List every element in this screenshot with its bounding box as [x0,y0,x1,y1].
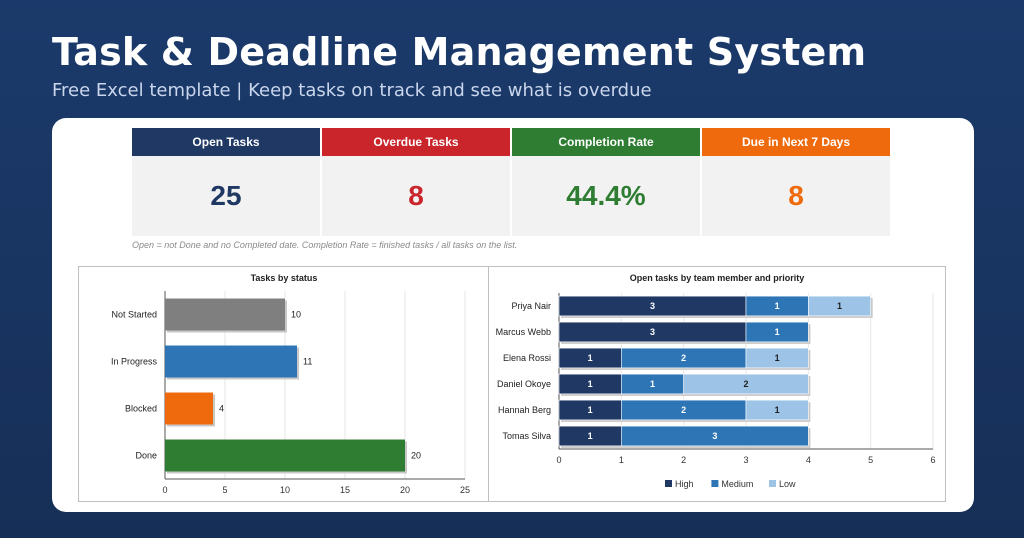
category-label: Priya Nair [511,301,551,311]
legend-swatch [769,480,776,487]
page-title: Task & Deadline Management System [52,30,867,74]
bar-segment [745,347,809,369]
data-label: 1 [775,327,780,337]
bar [165,345,297,378]
x-tick-label: 20 [400,485,410,495]
kpi-label: Completion Rate [512,128,700,156]
kpi-label: Due in Next 7 Days [702,128,890,156]
x-tick-label: 4 [806,455,811,465]
kpi-footnote: Open = not Done and no Completed date. C… [132,240,518,250]
data-label: 1 [588,353,593,363]
kpi-value: 25 [210,180,242,211]
kpi-label: Overdue Tasks [322,128,510,156]
x-tick-label: 0 [162,485,167,495]
data-label: 1 [775,405,780,415]
bar-segment [745,321,809,343]
bar [165,439,405,472]
kpi-row: Open Tasks 25 Overdue Tasks 8 Completion… [132,128,892,236]
data-label: 1 [588,405,593,415]
chart-title: Tasks by status [250,273,318,283]
bar-segment [621,425,809,447]
x-tick-label: 5 [868,455,873,465]
kpi-value: 44.4% [566,180,646,211]
x-tick-label: 1 [619,455,624,465]
kpi-due-next-7-days: Due in Next 7 Days 8 [702,128,890,236]
kpi-value: 8 [788,180,804,211]
x-tick-label: 15 [340,485,350,495]
category-label: Elena Rossi [503,353,551,363]
bar [165,392,213,425]
category-label: Hannah Berg [498,405,551,415]
data-label: 11 [303,357,312,367]
kpi-overdue-tasks: Overdue Tasks 8 [322,128,510,236]
x-tick-label: 2 [681,455,686,465]
legend-swatch [711,480,719,487]
bar [165,298,285,331]
kpi-open-tasks: Open Tasks 25 [132,128,320,236]
data-label: 10 [291,310,301,320]
legend-label: Medium [721,479,753,489]
x-tick-label: 6 [930,455,935,465]
data-label: 3 [712,431,717,441]
status-chart: Tasks by status 0 5 10 15 20 25 Not Started 10 I… [78,266,490,502]
data-label: 4 [219,404,224,414]
kpi-value: 8 [408,180,424,211]
page-subtitle: Free Excel template | Keep tasks on trac… [52,80,652,101]
legend-label: High [675,479,694,489]
bar-segment [808,295,871,317]
data-label: 2 [743,379,748,389]
x-tick-label: 3 [743,455,748,465]
data-label: 1 [775,301,780,311]
data-label: 20 [411,451,421,461]
x-tick-label: 10 [280,485,290,495]
x-tick-label: 25 [460,485,470,495]
kpi-completion-rate: Completion Rate 44.4% [512,128,700,236]
kpi-label: Open Tasks [132,128,320,156]
category-label: Done [135,451,157,461]
x-tick-label: 0 [556,455,561,465]
bar-segment [745,399,809,421]
team-priority-chart: Open tasks by team member and priority 0… [488,266,946,502]
data-label: 3 [650,327,655,337]
data-label: 1 [650,379,655,389]
category-label: In Progress [111,357,158,367]
status-chart-svg: 0 5 10 15 20 25 Not Started 10 In Progress 11 Bloc… [111,291,470,495]
category-label: Daniel Okoye [497,379,551,389]
category-label: Tomas Silva [502,431,551,441]
category-label: Not Started [111,310,157,320]
data-label: 2 [681,405,686,415]
data-label: 1 [837,301,842,311]
data-label: 1 [588,379,593,389]
data-label: 1 [588,431,593,441]
dashboard-card: Open Tasks 25 Overdue Tasks 8 Completion… [52,118,974,512]
team-priority-chart-svg: 0 1 2 3 4 5 6 3 1 1 Priya Nair 3 1 Marcus Webb 1 2 1 Elen… [496,293,936,489]
data-label: 3 [650,301,655,311]
legend-swatch [665,480,672,487]
bar-segment [683,373,809,395]
data-label: 2 [681,353,686,363]
category-label: Marcus Webb [496,327,551,337]
chart-title: Open tasks by team member and priority [629,273,805,283]
x-tick-label: 5 [222,485,227,495]
category-label: Blocked [125,404,157,414]
legend-label: Low [779,479,796,489]
data-label: 1 [775,353,780,363]
